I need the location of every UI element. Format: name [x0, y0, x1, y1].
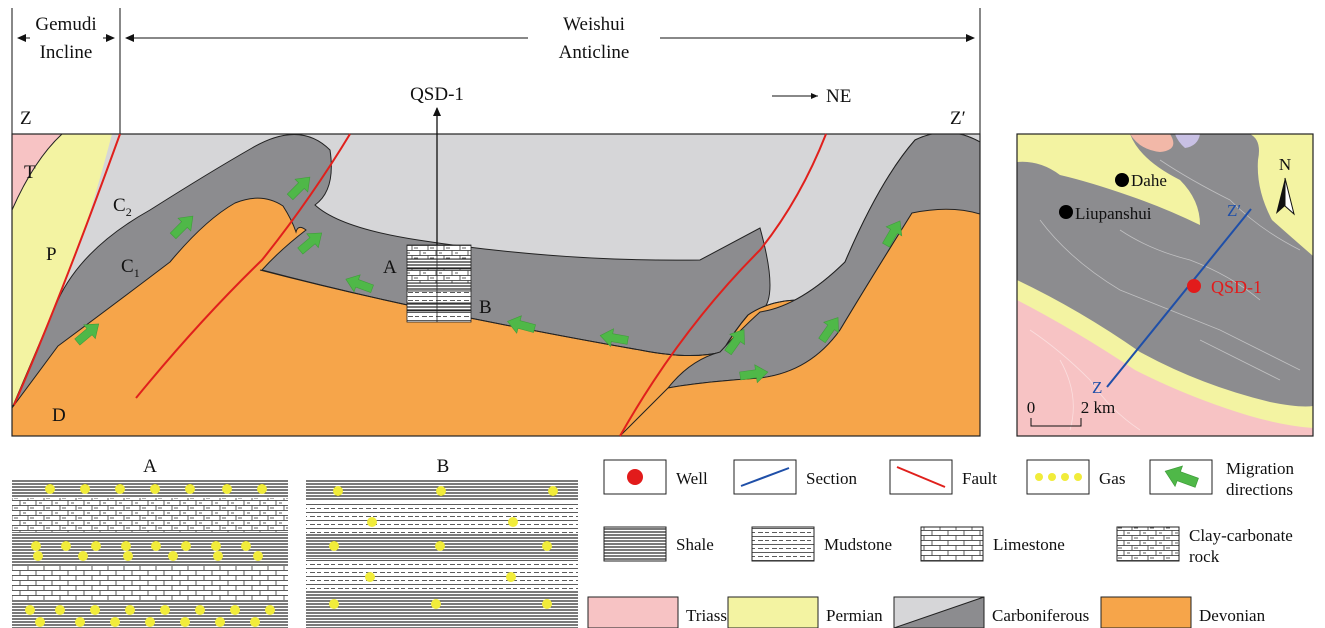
legend-carboniferous: Carboniferous	[893, 596, 1089, 628]
legend-gas-label: Gas	[1099, 469, 1125, 488]
section-line-icon	[740, 467, 790, 487]
legend-mudstone-label: Mudstone	[824, 535, 892, 554]
direction-label: NE	[826, 86, 851, 107]
zone-right-line2: Anticline	[559, 42, 630, 63]
legend-devonian: Devonian	[1100, 596, 1266, 628]
legend-permian-label: Permian	[826, 606, 883, 625]
section-end-right: Z′	[950, 108, 966, 129]
zone-left-line2: Incline	[40, 42, 93, 63]
north-arrow-icon	[1276, 177, 1295, 216]
scale-value: 2 km	[1081, 398, 1115, 417]
column-a: A	[12, 456, 288, 628]
legend-mudstone: Mudstone	[751, 526, 892, 562]
legend-section: Section	[733, 459, 857, 495]
map-well-marker	[1187, 279, 1201, 293]
map-section-line	[1106, 208, 1252, 388]
legend: Well Section Fault Gas Migration directi…	[587, 459, 1294, 628]
legend-migration-line2: directions	[1226, 480, 1293, 499]
gas-dots	[25, 484, 275, 627]
legend-carboniferous-label: Carboniferous	[992, 606, 1089, 625]
fault-line	[135, 133, 351, 399]
zone-left-line1: Gemudi	[35, 14, 96, 35]
legend-shale: Shale	[603, 526, 714, 562]
legend-clay-line2: rock	[1189, 547, 1220, 566]
unit-c2: C2	[113, 195, 132, 219]
map-town-2: Liupanshui	[1075, 204, 1152, 223]
legend-migration: Migration directions	[1149, 459, 1294, 499]
faults	[13, 133, 827, 437]
legend-gas: Gas	[1026, 459, 1125, 495]
unit-p: P	[46, 244, 57, 265]
legend-clay-carbonate: Clay-carbonate rock	[1116, 526, 1293, 566]
permian-area	[12, 134, 112, 408]
section-end-left: Z	[20, 108, 32, 129]
cross-section: T P C2 C1 D A B	[11, 107, 981, 437]
legend-permian: Permian	[727, 596, 883, 628]
section-header: Gemudi Incline Weishui Anticline Z Z′ QS…	[11, 8, 981, 134]
well-column	[406, 107, 472, 323]
legend-devonian-label: Devonian	[1199, 606, 1266, 625]
map-town-1: Dahe	[1131, 171, 1167, 190]
gas-dots	[329, 486, 558, 609]
map-section-start: Z	[1092, 378, 1102, 397]
map-north-label: N	[1279, 155, 1291, 174]
legend-triassic: Triassic	[587, 596, 740, 628]
unit-t: T	[24, 162, 36, 183]
legend-section-label: Section	[806, 469, 857, 488]
well-marker-icon	[627, 469, 643, 485]
legend-well-label: Well	[676, 469, 708, 488]
column-b-title: B	[437, 456, 450, 477]
map-section-end: Z′	[1227, 201, 1241, 220]
legend-migration-line1: Migration	[1226, 459, 1294, 478]
legend-fault-label: Fault	[962, 469, 997, 488]
fault-line	[619, 133, 827, 437]
legend-limestone-label: Limestone	[993, 535, 1065, 554]
well-label: QSD-1	[410, 84, 464, 105]
scale-zero: 0	[1027, 398, 1036, 417]
legend-limestone: Limestone	[920, 526, 1065, 562]
zone-right-line1: Weishui	[563, 14, 625, 35]
fault-line-icon	[896, 466, 946, 488]
legend-triassic-label: Triassic	[686, 606, 740, 625]
map-well-label: QSD-1	[1211, 277, 1262, 297]
legend-fault: Fault	[889, 459, 997, 495]
legend-shale-label: Shale	[676, 535, 714, 554]
unit-d: D	[52, 405, 66, 426]
fault-line	[13, 133, 121, 406]
map-town-marker	[1059, 205, 1073, 219]
legend-clay-line1: Clay-carbonate	[1189, 526, 1293, 545]
gas-dots-icon	[1035, 473, 1082, 481]
sample-a-label: A	[383, 257, 397, 278]
map-town-marker	[1115, 173, 1129, 187]
scale-bar: 0 2 km	[1027, 398, 1115, 427]
location-map: QSD-1 Dahe Liupanshui Z′ Z N 0 2 km	[1016, 133, 1314, 437]
unit-c1: C1	[121, 256, 140, 280]
triassic-area	[12, 134, 63, 211]
column-a-title: A	[143, 456, 157, 477]
column-b: B	[306, 456, 578, 628]
sample-b-label: B	[479, 297, 492, 318]
legend-well: Well	[603, 459, 708, 495]
